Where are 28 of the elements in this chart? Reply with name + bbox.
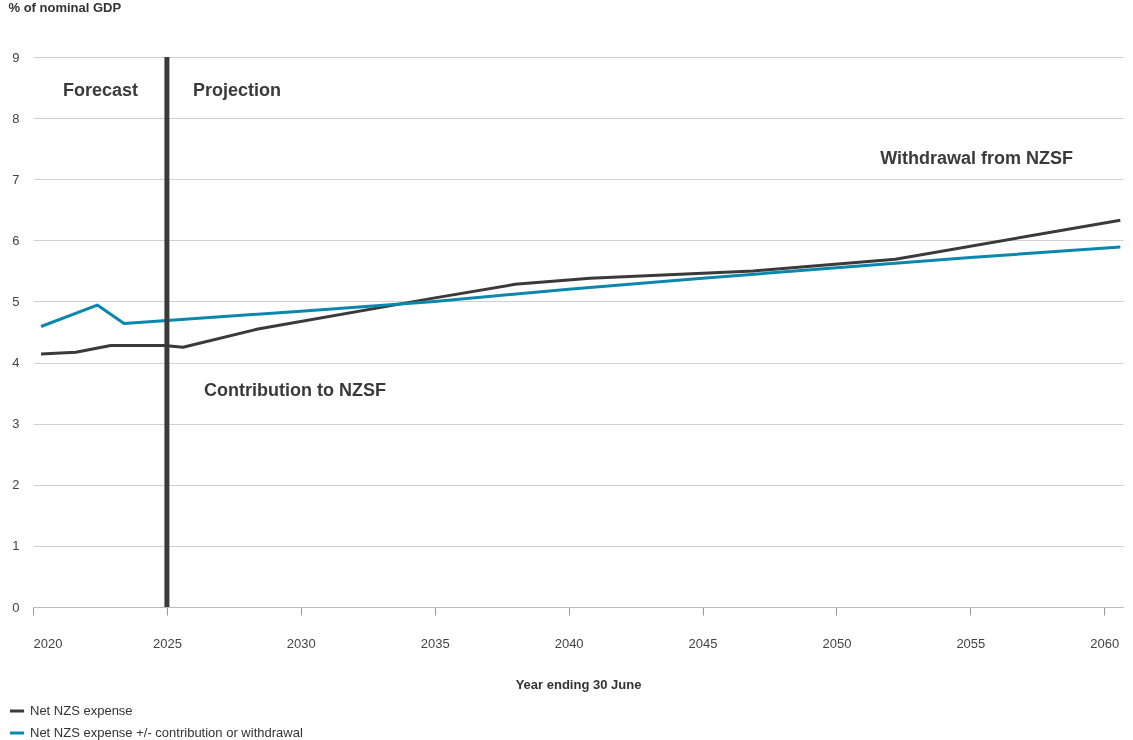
x-tick-label: 2055 xyxy=(956,635,986,651)
x-axis-title: Year ending 30 June xyxy=(515,676,642,692)
x-tick-label: 2025 xyxy=(152,635,182,651)
x-tick-label: 2035 xyxy=(420,635,450,651)
x-tick-label: 2040 xyxy=(554,635,584,651)
annotation: Contribution to NZSF xyxy=(204,380,386,400)
y-axis-title: % of nominal GDP xyxy=(8,0,122,15)
y-tick-label: 9 xyxy=(12,49,20,65)
annotation: Withdrawal from NZSF xyxy=(880,148,1073,168)
x-tick-label: 2045 xyxy=(688,635,718,651)
y-tick-label: 4 xyxy=(12,355,20,371)
y-tick-label: 1 xyxy=(12,538,20,554)
legend-label: Net NZS expense +/- contribution or withdrawal xyxy=(30,725,303,740)
y-tick-label: 5 xyxy=(12,293,20,309)
line-series xyxy=(39,245,1122,328)
y-tick-label: 2 xyxy=(12,477,20,493)
annotation: Projection xyxy=(193,80,282,100)
x-tick-label: 2030 xyxy=(286,635,316,651)
y-tick-label: 0 xyxy=(12,599,20,615)
y-tick-label: 3 xyxy=(12,416,20,432)
y-tick-label: 7 xyxy=(12,171,20,187)
y-tick-label: 8 xyxy=(12,110,20,126)
y-tick-label: 6 xyxy=(12,232,20,248)
x-tick-label: 2050 xyxy=(822,635,852,651)
x-tick-label: 2060 xyxy=(1090,635,1120,651)
annotation: Forecast xyxy=(63,80,139,100)
x-tick-label: 2020 xyxy=(33,635,63,651)
legend-label: Net NZS expense xyxy=(30,703,133,718)
